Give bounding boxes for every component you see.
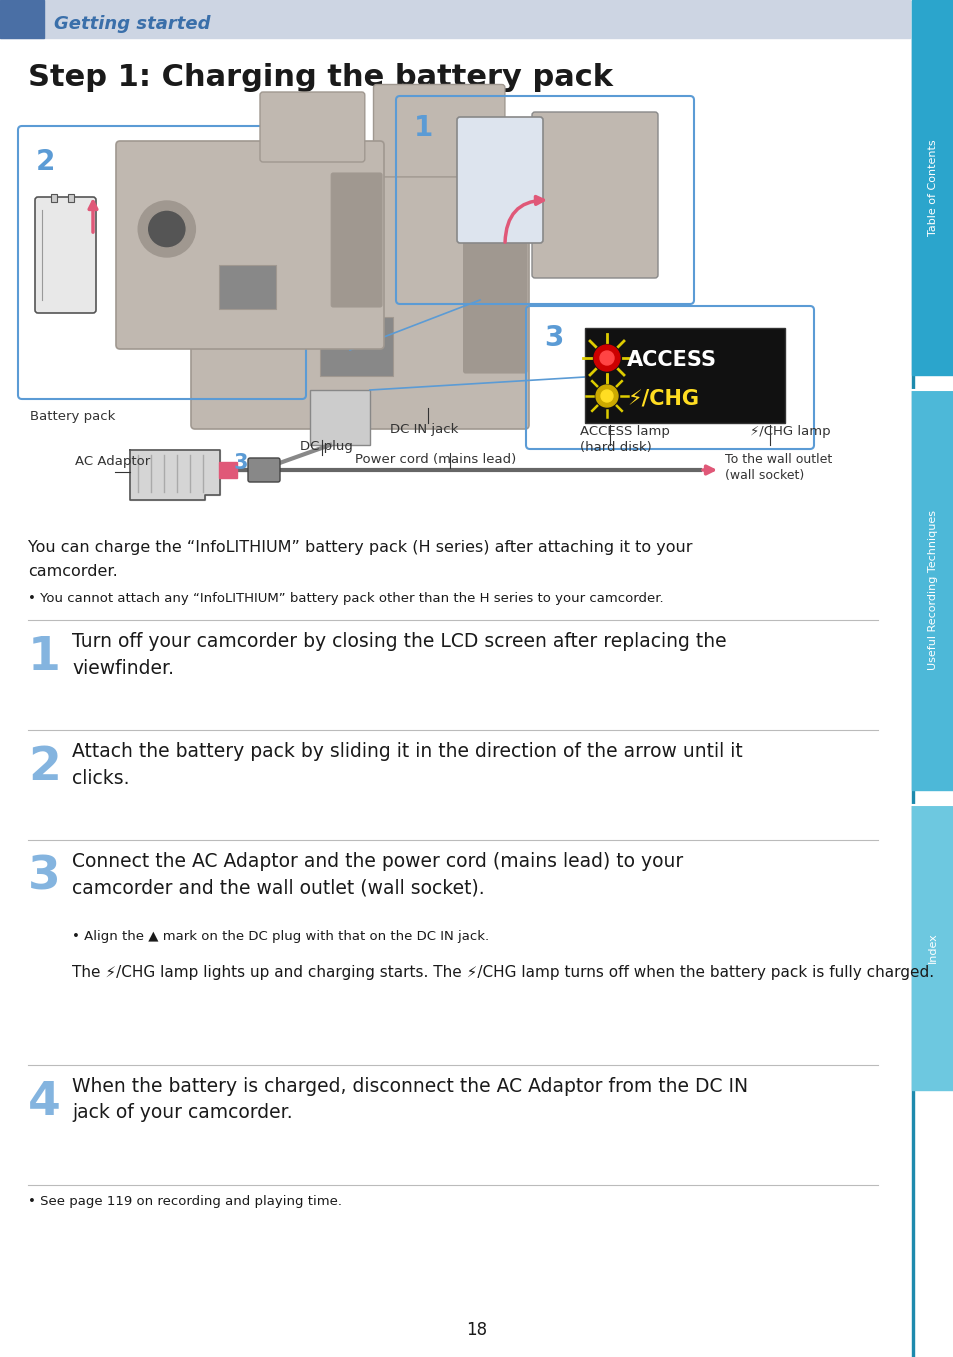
- Polygon shape: [130, 451, 220, 499]
- Bar: [320, 318, 393, 376]
- Text: DC plug: DC plug: [299, 440, 353, 453]
- Text: Battery pack: Battery pack: [30, 410, 115, 423]
- Text: • See page 119 on recording and playing time.: • See page 119 on recording and playing …: [28, 1196, 341, 1208]
- Text: Table of Contents: Table of Contents: [927, 140, 937, 236]
- FancyBboxPatch shape: [456, 117, 542, 243]
- Text: 2: 2: [36, 148, 55, 176]
- Bar: [911, 0, 913, 1357]
- Circle shape: [596, 385, 618, 407]
- Bar: [0, 0, 909, 38]
- Ellipse shape: [218, 231, 291, 307]
- Ellipse shape: [230, 243, 279, 294]
- Text: • You cannot attach any “InfoLITHIUM” battery pack other than the H series to yo: • You cannot attach any “InfoLITHIUM” ba…: [28, 592, 663, 605]
- Text: 18: 18: [466, 1320, 487, 1339]
- Text: camcorder.: camcorder.: [28, 565, 117, 579]
- Text: Connect the AC Adaptor and the power cord (mains lead) to your
camcorder and the: Connect the AC Adaptor and the power cor…: [71, 852, 682, 897]
- FancyBboxPatch shape: [331, 172, 381, 307]
- Ellipse shape: [147, 210, 186, 248]
- Circle shape: [600, 389, 613, 402]
- Text: 2: 2: [28, 745, 61, 790]
- Bar: [219, 461, 236, 478]
- Bar: [911, 389, 953, 790]
- Text: 3: 3: [233, 453, 248, 474]
- Text: Useful Recording Techniques: Useful Recording Techniques: [927, 510, 937, 670]
- Text: Power cord (mains lead): Power cord (mains lead): [355, 453, 516, 465]
- FancyBboxPatch shape: [35, 197, 96, 313]
- FancyBboxPatch shape: [248, 459, 280, 482]
- Text: ACCESS lamp
(hard disk): ACCESS lamp (hard disk): [579, 425, 669, 455]
- Bar: [911, 805, 953, 1090]
- Text: ⚡/CHG: ⚡/CHG: [626, 388, 699, 408]
- Text: 3: 3: [543, 324, 563, 351]
- Bar: [310, 389, 370, 445]
- Text: Getting started: Getting started: [54, 15, 211, 33]
- FancyBboxPatch shape: [374, 84, 504, 176]
- Circle shape: [594, 345, 619, 370]
- Text: Attach the battery pack by sliding it in the direction of the arrow until it
cli: Attach the battery pack by sliding it in…: [71, 742, 742, 787]
- FancyBboxPatch shape: [260, 92, 364, 161]
- Ellipse shape: [138, 201, 195, 256]
- Text: Step 1: Charging the battery pack: Step 1: Charging the battery pack: [28, 64, 613, 92]
- Bar: [911, 0, 953, 375]
- FancyBboxPatch shape: [191, 151, 529, 429]
- Bar: [68, 194, 74, 202]
- Text: 1: 1: [414, 114, 433, 142]
- Text: When the battery is charged, disconnect the AC Adaptor from the DC IN
jack of yo: When the battery is charged, disconnect …: [71, 1077, 747, 1122]
- Text: 1: 1: [28, 635, 61, 680]
- Bar: [0, 0, 44, 38]
- Bar: [218, 265, 275, 309]
- Text: Index: Index: [927, 932, 937, 963]
- Text: 4: 4: [28, 1080, 61, 1125]
- Text: ACCESS: ACCESS: [626, 350, 717, 370]
- Text: Turn off your camcorder by closing the LCD screen after replacing the
viewfinder: Turn off your camcorder by closing the L…: [71, 632, 726, 677]
- FancyBboxPatch shape: [116, 141, 384, 349]
- Text: • Align the ▲ mark on the DC plug with that on the DC IN jack.: • Align the ▲ mark on the DC plug with t…: [71, 930, 489, 943]
- FancyBboxPatch shape: [463, 194, 526, 373]
- FancyBboxPatch shape: [532, 113, 658, 278]
- Text: DC IN jack: DC IN jack: [390, 423, 457, 436]
- Circle shape: [599, 351, 614, 365]
- Text: You can charge the “InfoLITHIUM” battery pack (H series) after attaching it to y: You can charge the “InfoLITHIUM” battery…: [28, 540, 692, 555]
- Bar: [584, 328, 784, 423]
- Text: ⚡/CHG lamp: ⚡/CHG lamp: [749, 425, 830, 438]
- Bar: [51, 194, 57, 202]
- Text: AC Adaptor: AC Adaptor: [75, 455, 150, 468]
- Text: To the wall outlet
(wall socket): To the wall outlet (wall socket): [724, 453, 831, 482]
- Text: 3: 3: [28, 855, 61, 900]
- Text: The ⚡/CHG lamp lights up and charging starts. The ⚡/CHG lamp turns off when the : The ⚡/CHG lamp lights up and charging st…: [71, 965, 933, 980]
